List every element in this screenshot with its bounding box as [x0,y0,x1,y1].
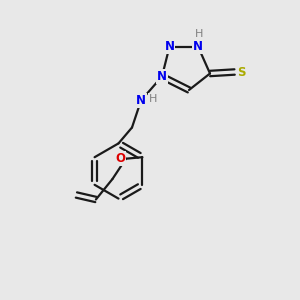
Text: N: N [193,40,203,53]
Text: S: S [237,65,245,79]
Text: N: N [164,40,175,53]
Text: O: O [116,152,125,165]
Text: H: H [195,29,204,39]
Text: N: N [157,70,167,83]
Text: H: H [149,94,157,104]
Text: N: N [136,94,146,107]
